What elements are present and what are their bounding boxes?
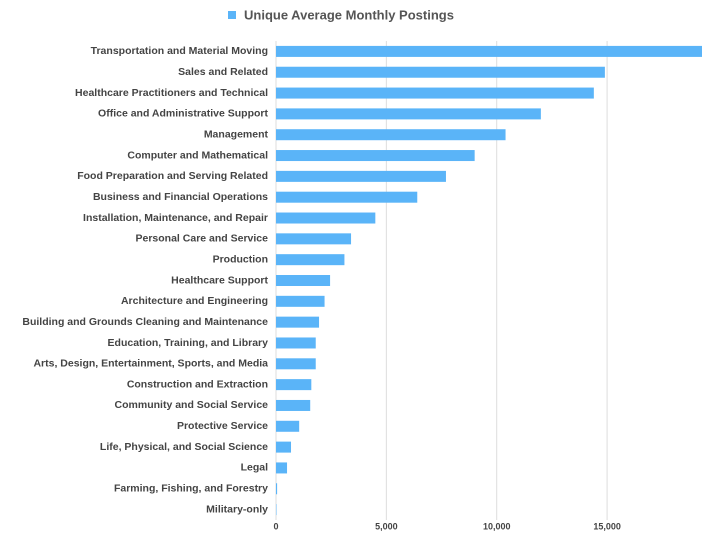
bar (276, 170, 446, 182)
bar (276, 275, 331, 286)
bar (276, 483, 278, 495)
x-tick-label: 5,000 (375, 521, 398, 531)
y-tick-label: Farming, Fishing, and Forestry (114, 483, 268, 495)
bar (276, 150, 475, 162)
y-tick-label: Military-only (206, 503, 268, 515)
y-tick-label: Sales and Related (178, 66, 268, 78)
bar (276, 191, 418, 203)
bar (276, 295, 325, 307)
y-tick-label: Protective Service (177, 420, 268, 432)
y-tick-label: Transportation and Material Moving (91, 45, 268, 57)
legend-marker (228, 11, 236, 19)
y-tick-label: Community and Social Service (115, 399, 269, 411)
bar (276, 462, 288, 474)
y-tick-label: Healthcare Support (171, 274, 268, 286)
bar (276, 254, 345, 266)
y-tick-label: Business and Financial Operations (93, 191, 268, 203)
y-tick-label: Arts, Design, Entertainment, Sports, and… (33, 358, 268, 370)
bar (276, 212, 376, 224)
y-tick-label: Production (213, 253, 268, 265)
bar (276, 66, 605, 78)
y-tick-label: Education, Training, and Library (108, 337, 269, 349)
x-tick-label: 10,000 (483, 521, 511, 531)
bar (276, 420, 300, 432)
y-tick-label: Healthcare Practitioners and Technical (75, 87, 268, 99)
bar (276, 379, 312, 391)
y-tick-label: Installation, Maintenance, and Repair (83, 212, 268, 224)
bar (276, 129, 506, 141)
bar (276, 233, 352, 245)
legend-text: Unique Average Monthly Postings (244, 7, 454, 22)
y-tick-label: Building and Grounds Cleaning and Mainte… (22, 316, 268, 328)
y-tick-label: Construction and Extraction (127, 378, 268, 390)
bar (276, 399, 311, 411)
y-tick-label: Food Preparation and Serving Related (77, 170, 268, 182)
bar (276, 87, 594, 99)
y-tick-label: Legal (241, 462, 269, 474)
y-tick-label: Architecture and Engineering (121, 295, 268, 307)
y-tick-label: Office and Administrative Support (98, 108, 268, 120)
y-tick-label: Computer and Mathematical (127, 149, 268, 161)
y-tick-label: Personal Care and Service (136, 233, 269, 245)
x-tick-label: 15,000 (593, 521, 621, 531)
bar (276, 45, 702, 57)
bar (276, 337, 316, 349)
y-tick-label: Life, Physical, and Social Science (100, 441, 268, 453)
bar (276, 358, 316, 370)
bar (276, 316, 320, 328)
y-tick-label: Management (204, 128, 269, 140)
bar (276, 441, 292, 453)
bar (276, 108, 541, 120)
x-tick-label: 0 (273, 521, 278, 531)
